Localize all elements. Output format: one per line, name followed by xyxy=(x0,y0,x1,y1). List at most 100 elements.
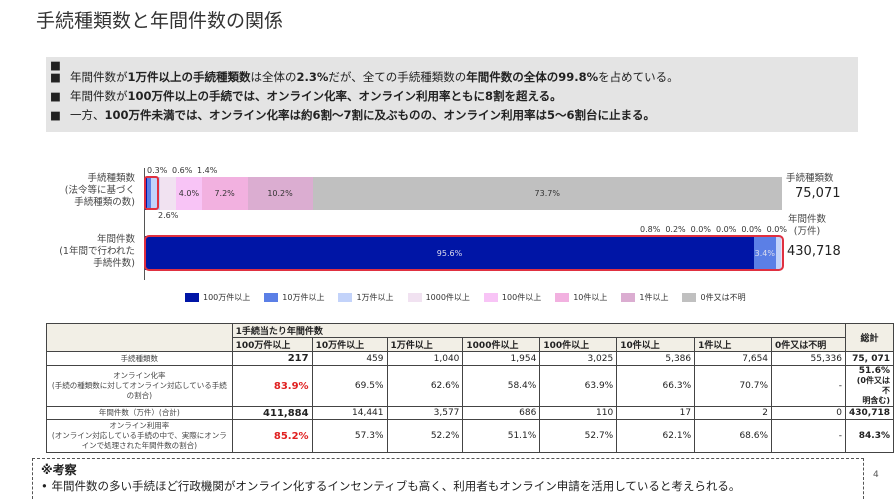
label-0.6: 0.6% xyxy=(172,166,193,175)
legend-swatch xyxy=(483,293,498,302)
column-header: 1000件以上 xyxy=(462,337,541,352)
cell: 14,441 xyxy=(311,406,388,420)
cell: 3,025 xyxy=(539,351,618,366)
cell: 51.1% xyxy=(462,419,541,453)
cell: 70.7% xyxy=(694,365,773,407)
label-annual-7: 0.0% xyxy=(766,225,787,234)
column-header: 10件以上 xyxy=(616,337,696,352)
column-header: 1万件以上 xyxy=(386,337,464,352)
column-header: 0件又は不明 xyxy=(771,337,846,352)
row-label: 年間件数（万件）(合計) xyxy=(46,406,233,420)
annual-small-labels: 0.8% 0.2% 0.0% 0.0% 0.0% 0.0% xyxy=(640,225,787,234)
note-box: ※考察 • 年間件数の多い手続ほど行政機関がオンライン化するインセンティブも高く… xyxy=(32,458,864,499)
bar-annual: 95.6% 3.4% xyxy=(145,236,782,270)
cell: 62.6% xyxy=(386,365,464,407)
total-cell: 75, 071 xyxy=(845,351,894,366)
cell: - xyxy=(771,419,846,453)
column-header: 100万件以上 xyxy=(231,337,313,352)
column-header: 100件以上 xyxy=(539,337,618,352)
total-label-procedures: 手続種類数 xyxy=(786,173,834,184)
cell: 17 xyxy=(616,406,696,420)
label-0.3: 0.3% xyxy=(147,166,168,175)
cell: 63.9% xyxy=(539,365,618,407)
cell: 5,386 xyxy=(616,351,696,366)
group-header: 1手続当たり年間件数 xyxy=(231,323,847,338)
cell: 1,040 xyxy=(386,351,464,366)
cell: 1,954 xyxy=(462,351,541,366)
legend-item: 0件又は不明 xyxy=(682,292,746,303)
label-annual-2: 0.8% xyxy=(640,225,661,234)
cell: - xyxy=(771,365,846,407)
row-label: オンライン化率 (手続の種類数に対してオンライン対応している手続の割合) xyxy=(46,365,233,407)
legend-swatch xyxy=(682,293,697,302)
bar-segment-1: 3.4% xyxy=(753,236,776,270)
cell: 411,884 xyxy=(231,406,313,420)
label-annual-6: 0.0% xyxy=(741,225,762,234)
row-label: 手続種類数 xyxy=(46,351,233,366)
column-header: 1件以上 xyxy=(694,337,773,352)
legend-item: 1万件以上 xyxy=(338,292,394,303)
bar-segment-3 xyxy=(159,177,177,210)
bar-segment-5: 7.2% xyxy=(201,177,248,210)
bar-segment-2 xyxy=(150,177,160,210)
cell: 58.4% xyxy=(462,365,541,407)
legend-swatch xyxy=(264,293,279,302)
axis-line xyxy=(144,168,145,280)
legend-item: 1件以上 xyxy=(621,292,668,303)
total-label-annual: 年間件数 (万件) xyxy=(788,214,827,237)
cell: 57.3% xyxy=(311,419,388,453)
legend: 100万件以上 10万件以上 1万件以上 1000件以上 100件以上 10件以上 1件以上… xyxy=(185,292,746,303)
cell: 52.2% xyxy=(386,419,464,453)
label-annual-3: 0.2% xyxy=(665,225,686,234)
note-text: • 年間件数の多い手続ほど行政機関がオンライン化するインセンティブも高く、利用者… xyxy=(41,479,741,493)
cell: 66.3% xyxy=(616,365,696,407)
bar-segment-4: 4.0% xyxy=(176,177,202,210)
column-header: 10万件以上 xyxy=(311,337,388,352)
cell: 110 xyxy=(539,406,618,420)
cell: 68.6% xyxy=(694,419,773,453)
cell: 69.5% xyxy=(311,365,388,407)
bar-segment-6: 10.2% xyxy=(247,177,313,210)
data-table: 1手続当たり年間件数 総計 100万件以上 10万件以上 1万件以上 1000件以上 100… xyxy=(46,323,894,453)
cell: 52.7% xyxy=(539,419,618,453)
page-title: 手続種類数と年間件数の関係 xyxy=(36,10,284,32)
legend-item: 100万件以上 xyxy=(185,292,250,303)
cell: 83.9% xyxy=(231,365,313,407)
label-annual-5: 0.0% xyxy=(715,225,737,234)
summary-item: 年間件数が1万件以上の手続種類数は全体の2.3%だが、全ての手続種類数の年間件数… xyxy=(46,69,858,85)
ylabel-annual: 年間件数 (1年間で行われた 手続件数) xyxy=(59,234,135,269)
bar-procedures: 4.0% 7.2% 10.2% 73.7% xyxy=(145,177,782,210)
total-cell: 84.3% xyxy=(845,419,894,453)
legend-swatch xyxy=(555,293,570,302)
cell: 85.2% xyxy=(231,419,313,453)
summary-box: 年間件数が1万件以上の手続種類数は全体の2.3%だが、全ての手続種類数の年間件数… xyxy=(46,57,858,132)
bar-segment-0: 95.6% xyxy=(145,236,754,270)
highlight-box xyxy=(144,176,159,210)
bar-segment-7: 73.7% xyxy=(312,177,782,210)
label-2.6: 2.6% xyxy=(158,211,179,220)
cell: 62.1% xyxy=(616,419,696,453)
table-row: 年間件数（万件）(合計) 411,884 14,441 3,577 686 110 17 2 0… xyxy=(46,406,894,420)
table-row: 手続種類数 217 459 1,040 1,954 3,025 5,386 7,654 55,3… xyxy=(46,351,894,366)
cell: 0 xyxy=(771,406,846,420)
page-number: 4 xyxy=(873,470,879,480)
legend-swatch xyxy=(185,293,199,302)
header-blank xyxy=(46,323,233,352)
note-heading: ※考察 xyxy=(41,463,77,477)
summary-item: 年間件数が100万件以上の手続では、オンライン化率、オンライン利用率ともに8割を… xyxy=(46,88,858,104)
total-cell: 430,718 xyxy=(845,406,894,420)
cell: 217 xyxy=(231,351,313,366)
label-1.4: 1.4% xyxy=(197,166,218,175)
total-cell: 51.6% (0件又は不 明含む) xyxy=(845,365,894,407)
label-annual-4: 0.0% xyxy=(690,225,711,234)
summary-item: 一方、100万件未満では、オンライン化率は約6割～7割に及ぶものの、オンライン利… xyxy=(46,107,858,123)
legend-item: 100件以上 xyxy=(483,292,541,303)
cell: 3,577 xyxy=(386,406,464,420)
bar-segment-2 xyxy=(775,236,781,270)
legend-item: 10件以上 xyxy=(555,292,607,303)
cell: 459 xyxy=(311,351,388,366)
total-header: 総計 xyxy=(845,323,894,352)
row-label: オンライン利用率 (オンライン対応している手続の中で、実際にオンラインで処理された… xyxy=(46,419,233,453)
highlight-box xyxy=(144,235,784,271)
bar-segment-3 xyxy=(780,236,782,270)
